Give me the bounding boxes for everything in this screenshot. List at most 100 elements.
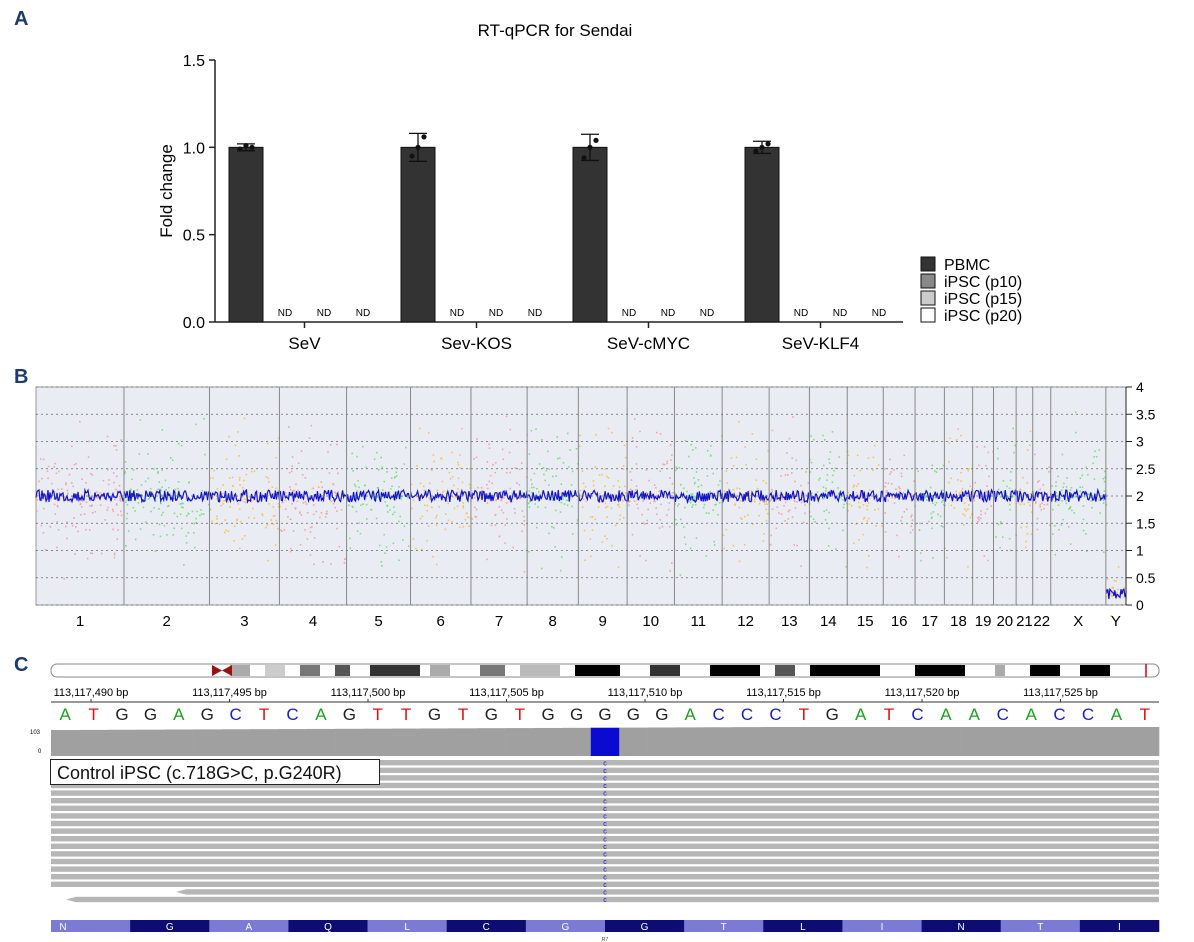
amino-acid-block — [842, 920, 922, 932]
reference-base: G — [570, 705, 583, 724]
coverage-bar — [533, 727, 563, 756]
coverage-bar — [420, 728, 450, 756]
y-tick-label: 1 — [1136, 543, 1144, 559]
reference-base: G — [343, 705, 356, 724]
chromosome-10-points — [628, 418, 676, 572]
legend-swatch — [920, 273, 936, 289]
position-label: 113,117,525 bp — [1023, 687, 1098, 699]
coverage-bar — [79, 729, 109, 756]
segment-line — [846, 490, 884, 503]
coverage-bar — [1045, 727, 1075, 756]
chromosome-label: 5 — [374, 613, 382, 630]
bar-pbmc — [400, 146, 436, 323]
reference-base: G — [627, 705, 640, 724]
coverage-bar — [676, 727, 705, 756]
reference-base: C — [286, 705, 298, 724]
chromosome-label: X — [1073, 613, 1083, 630]
chromosome-label: 2 — [163, 613, 171, 630]
chart-title: RT-qPCR for Sendai — [478, 21, 633, 40]
data-point — [587, 144, 593, 150]
sequencing-read — [51, 782, 1159, 789]
rt-qpcr-bar-chart: RT-qPCR for Sendai Fold change 0.0 0.5 1.0 1.… — [157, 21, 1022, 353]
segment-line — [768, 489, 810, 504]
segment-line — [123, 488, 211, 504]
reference-base: T — [1140, 705, 1150, 724]
chromosome-label: 21 — [1016, 613, 1033, 630]
data-point — [753, 148, 759, 154]
reference-base: C — [230, 705, 242, 724]
variant-base: c — [603, 890, 607, 897]
sequencing-read — [51, 820, 1159, 827]
coverage-bar — [1102, 727, 1131, 756]
variant-base: c — [603, 874, 607, 881]
reference-base: A — [685, 705, 697, 724]
reference-base: G — [485, 705, 498, 724]
nd-label: ND — [700, 308, 714, 319]
amino-acid-label: T — [721, 922, 727, 933]
segment-line — [208, 488, 280, 504]
sequencing-read — [51, 866, 1159, 872]
y-tick-label: 0 — [1136, 597, 1144, 613]
sequencing-read — [51, 775, 1159, 781]
segment-line — [577, 489, 628, 504]
nd-label: ND — [317, 308, 331, 319]
coverage-bar — [505, 728, 535, 756]
chromosome-label: 12 — [737, 613, 754, 630]
centromere-icon — [212, 665, 232, 676]
coverage-bar — [931, 727, 961, 756]
sequencing-read — [51, 836, 1159, 842]
segment-line — [721, 488, 770, 504]
amino-acid-label: G — [641, 922, 649, 933]
amino-acid-label: Q — [324, 922, 332, 933]
y-tick-label: 4 — [1136, 379, 1144, 395]
y-tick-label: 1.0 — [183, 140, 205, 157]
chromosome-label: 20 — [996, 613, 1013, 630]
coverage-bar — [363, 728, 393, 756]
amino-acid-label: N — [958, 922, 965, 933]
sequencing-read — [51, 851, 1159, 857]
coverage-bar — [647, 727, 677, 756]
variant-base: c — [603, 859, 607, 866]
position-label: 113,117,520 bp — [885, 687, 960, 699]
nd-label: ND — [278, 308, 292, 319]
chromosome-19-points — [973, 446, 994, 562]
cytoband — [915, 665, 965, 676]
category-label: Sev-KOS — [441, 334, 512, 353]
reference-base: T — [515, 705, 525, 724]
data-point — [237, 146, 243, 152]
cytoband — [710, 665, 760, 676]
chromosome-label: 10 — [642, 613, 659, 630]
variant-coverage-bar — [590, 727, 620, 756]
reference-base: A — [855, 705, 867, 724]
reference-base: G — [428, 705, 441, 724]
sequencing-read — [51, 790, 1159, 796]
reference-base: T — [799, 705, 809, 724]
bar-pbmc — [572, 146, 608, 323]
category-label: SeV-KLF4 — [782, 334, 860, 353]
nd-label: ND — [489, 308, 503, 319]
amino-acid-label: L — [404, 922, 410, 933]
panel-a-label: A — [14, 8, 29, 30]
nd-label: ND — [356, 308, 370, 319]
position-label: 113,117,500 bp — [331, 687, 406, 699]
legend-label: PBMC — [944, 257, 990, 274]
coverage-bar — [818, 727, 847, 756]
y-tick-label: 2.5 — [1136, 461, 1156, 477]
chromosome-label: 17 — [921, 613, 938, 630]
reference-base: C — [997, 705, 1009, 724]
data-point — [765, 141, 771, 147]
variant-base: c — [603, 768, 607, 775]
y-tick-label: 1.5 — [183, 53, 205, 70]
chromosome-label: 4 — [309, 613, 317, 630]
coverage-bar — [477, 728, 506, 756]
coverage-scale-min: 0 — [38, 749, 42, 755]
nd-label: ND — [872, 308, 886, 319]
sample-label: Control iPSC (c.718G>C, p.G240R) — [50, 759, 380, 785]
coverage-bar — [1130, 727, 1160, 756]
cytoband — [520, 665, 560, 676]
copy-number-plot: 1 2 3 4 5 6 7 8 9 10 11 12 13 14 15 16 17 18 19 20 21 22 X Y00.… — [35, 379, 1156, 630]
legend-label: iPSC (p20) — [944, 308, 1022, 325]
reference-base: G — [201, 705, 214, 724]
sequencing-read — [76, 896, 1159, 903]
sequencing-read — [51, 805, 1159, 811]
